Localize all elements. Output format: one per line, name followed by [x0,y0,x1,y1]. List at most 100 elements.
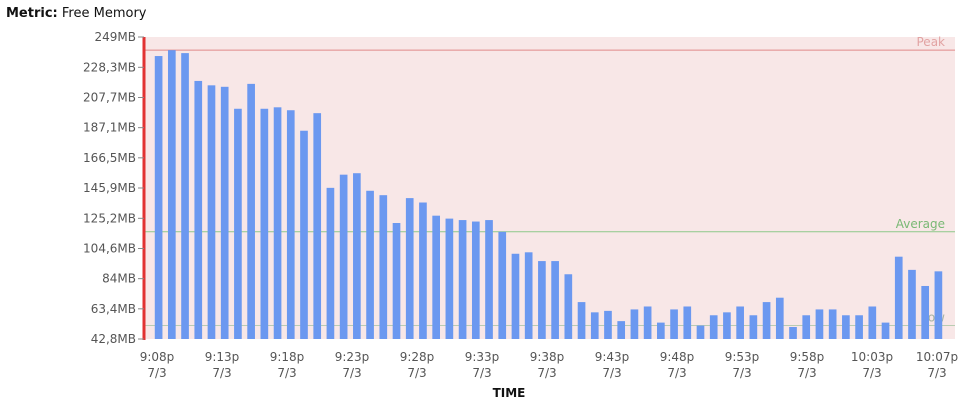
bar [167,50,176,340]
x-tick-label-date: 7/3 [537,366,556,380]
bar [485,220,493,339]
x-tick-label-time: 9:53p [725,350,760,364]
x-tick-label-date: 7/3 [472,366,491,380]
bar [736,306,744,339]
bar [604,310,612,339]
bar [921,285,930,339]
y-tick-label: 104,6MB [83,241,136,255]
x-tick-label-time: 9:33p [465,350,500,364]
bar [207,85,216,339]
bar [498,231,507,339]
y-tick-label: 187,1MB [83,121,136,135]
metric-label: Metric: [6,6,58,21]
x-tick-label-date: 7/3 [797,366,816,380]
bar [392,223,401,339]
bar [670,309,678,339]
x-tick-label-time: 9:18p [270,350,305,364]
bar [828,309,837,339]
bar [934,271,943,339]
bar [709,315,718,339]
bar [855,315,863,339]
x-axis-title: TIME [493,386,526,400]
bar [551,261,559,339]
bar [326,187,335,339]
bar [247,83,255,340]
y-tick-label: 249MB [95,30,137,44]
bar [617,321,626,339]
bar [696,325,705,339]
x-tick-label-time: 9:23p [335,350,370,364]
chart-title: Metric: Free Memory [6,6,146,21]
bar [590,312,599,339]
y-tick-label: 63,4MB [91,302,136,316]
bar [657,322,665,339]
bar [842,315,850,339]
bar [564,274,573,339]
bar [432,215,440,339]
bar [815,309,824,339]
x-tick-label-date: 7/3 [212,366,231,380]
x-tick-label-date: 7/3 [732,366,751,380]
bar [405,198,414,339]
y-tick-label: 166,5MB [83,151,136,165]
y-tick-label: 145,9MB [83,181,136,195]
bar [260,108,269,340]
x-tick-label-time: 9:38p [530,350,565,364]
bar [458,220,467,339]
bar [789,326,797,339]
x-tick-label-time: 9:28p [400,350,435,364]
bar [471,221,480,339]
x-tick-label-time: 9:08p [140,350,175,364]
bar [908,269,916,339]
x-tick-label-date: 7/3 [602,366,621,380]
bar [630,309,639,339]
bar [723,312,731,339]
y-tick-label: 228,3MB [83,60,136,74]
bar [366,190,374,339]
y-tick-label: 42,8MB [91,332,136,346]
bar [300,130,308,339]
x-tick-label-time: 9:58p [790,350,825,364]
metric-value: Free Memory [61,6,147,21]
bar [683,306,692,339]
bar [353,173,361,339]
y-tick-label: 207,7MB [83,90,136,104]
average-reference-label: Average [896,217,945,231]
x-tick-label-date: 7/3 [277,366,296,380]
bar [775,297,784,339]
x-tick-label-date: 7/3 [862,366,881,380]
bar [194,80,203,339]
bar [762,302,771,339]
bar [181,53,189,340]
x-tick-label-time: 9:13p [205,350,240,364]
bar [379,195,388,339]
x-tick-label-date: 7/3 [147,366,166,380]
bar [419,202,427,339]
bar [313,113,322,339]
bar [868,306,877,339]
x-tick-label-time: 9:43p [595,350,630,364]
y-tick-label: 84MB [102,272,136,286]
bar [577,302,586,339]
bar [538,261,546,339]
bar [524,252,533,339]
bar [894,256,903,339]
x-tick-label-time: 10:03p [851,350,893,364]
x-tick-label-time: 10:07p [916,350,958,364]
bar [881,322,890,339]
bar [286,110,295,339]
x-tick-label-time: 9:48p [660,350,695,364]
x-tick-label-date: 7/3 [342,366,361,380]
bar [511,253,520,339]
x-tick-label-date: 7/3 [407,366,426,380]
bar [273,107,282,339]
bar [234,108,242,340]
peak-reference-label: Peak [917,35,946,49]
x-tick-label-date: 7/3 [927,366,946,380]
bar [643,306,652,339]
x-tick-label-date: 7/3 [667,366,686,380]
bar [445,218,454,339]
bar [154,56,163,339]
bar [339,174,348,339]
